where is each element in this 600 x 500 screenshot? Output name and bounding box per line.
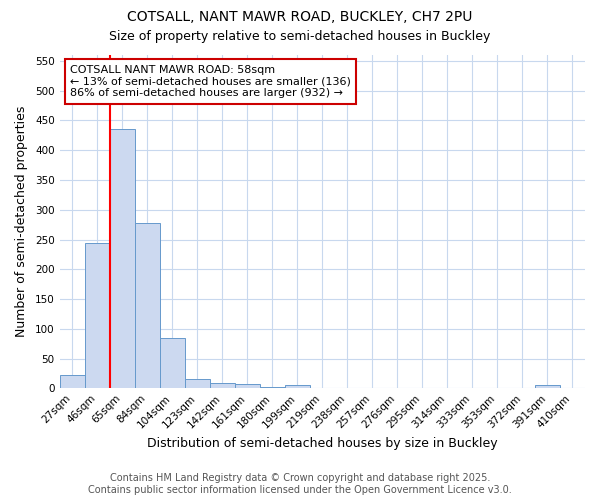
Bar (134, 223, 160, 388)
Bar (285, 386, 310, 388)
Bar (110, 130, 134, 388)
Bar (535, 386, 560, 388)
Text: Size of property relative to semi-detached houses in Buckley: Size of property relative to semi-detach… (109, 30, 491, 43)
Bar (260, 386, 285, 388)
Bar (185, 380, 209, 388)
Text: COTSALL NANT MAWR ROAD: 58sqm
← 13% of semi-detached houses are smaller (136)
86: COTSALL NANT MAWR ROAD: 58sqm ← 13% of s… (70, 65, 351, 98)
Bar (209, 383, 235, 388)
Y-axis label: Number of semi-detached properties: Number of semi-detached properties (15, 106, 28, 338)
Text: COTSALL, NANT MAWR ROAD, BUCKLEY, CH7 2PU: COTSALL, NANT MAWR ROAD, BUCKLEY, CH7 2P… (127, 10, 473, 24)
Text: Contains HM Land Registry data © Crown copyright and database right 2025.
Contai: Contains HM Land Registry data © Crown c… (88, 474, 512, 495)
Bar (160, 338, 185, 388)
Bar (235, 384, 260, 388)
Bar (85, 242, 110, 388)
Bar (59, 375, 85, 388)
X-axis label: Distribution of semi-detached houses by size in Buckley: Distribution of semi-detached houses by … (147, 437, 497, 450)
